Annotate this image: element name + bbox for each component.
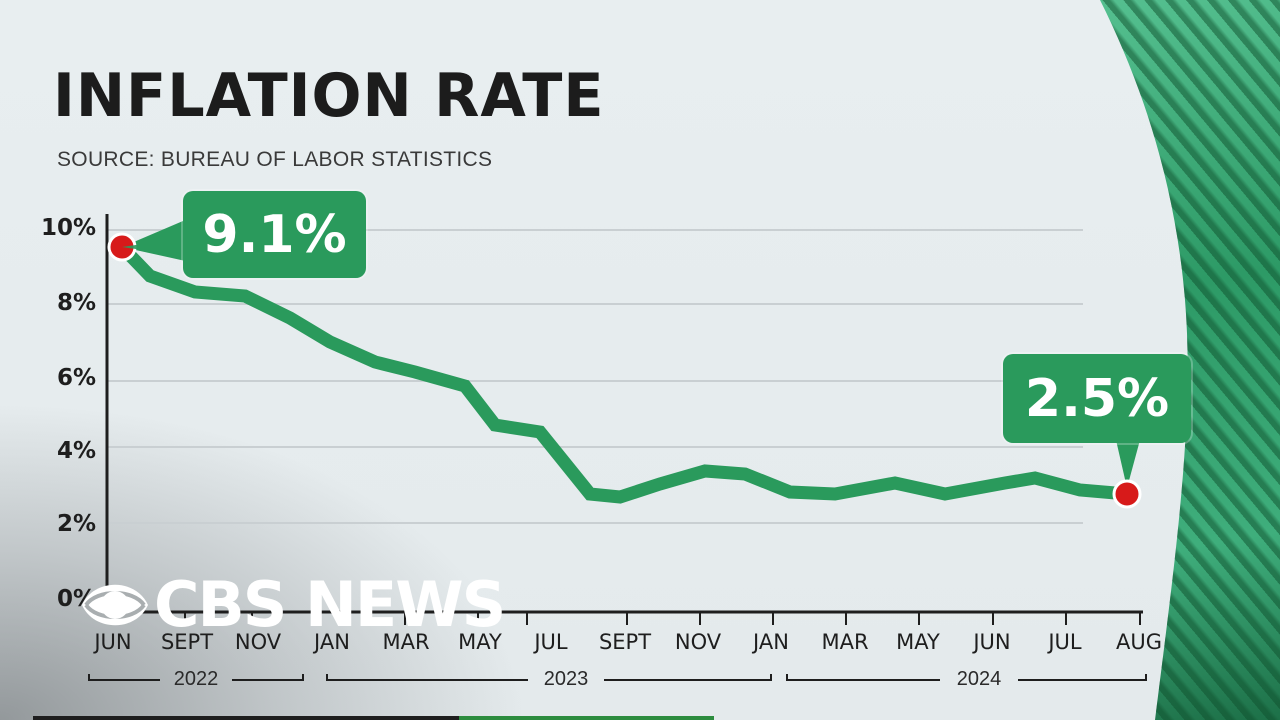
x-tick-label: JAN [314,630,350,654]
end-marker [1112,479,1142,509]
callout-end-value: 2.5% [1003,354,1191,443]
y-tick-6: 6% [56,365,96,391]
cbs-eye-icon [82,584,148,626]
cbs-news-logo: CBS NEWS [80,568,506,641]
x-tick-label: JUN [973,630,1011,654]
logo-text: CBS NEWS [154,568,506,641]
x-tick-label: SEPT [160,630,214,654]
year-label-2023: 2023 [543,668,589,690]
bottom-bar-green [459,716,714,720]
x-tick-label: JAN [753,630,789,654]
bottom-bar-dark [33,716,459,720]
y-tick-4: 4% [56,438,96,464]
x-tick-label: MAY [896,630,940,654]
x-tick-label: JUN [94,630,132,654]
x-tick-label: JUL [1048,630,1082,654]
callout-end-pointer [1116,440,1140,488]
x-tick-label: AUG [1115,630,1163,654]
x-tick-label: MAR [382,630,430,654]
callout-start-value: 9.1% [183,191,366,278]
x-tick-label: MAR [821,630,869,654]
x-tick-label: SEPT [598,630,652,654]
inflation-line [115,240,1134,504]
y-tick-8: 8% [56,290,96,316]
x-tick-label: NOV [674,630,722,654]
x-tick-label: MAY [458,630,502,654]
x-tick-label: NOV [234,630,282,654]
chart-title: INFLATION RATE [53,61,605,131]
chart-source: SOURCE: BUREAU OF LABOR STATISTICS [57,148,493,171]
callout-start-pointer [122,218,190,262]
year-label-2022: 2022 [173,668,219,690]
x-tick-label: JUL [534,630,568,654]
y-tick-2: 2% [56,511,96,537]
year-label-2024: 2024 [956,668,1002,690]
y-tick-10: 10% [40,215,96,241]
year-brackets [88,674,1147,681]
